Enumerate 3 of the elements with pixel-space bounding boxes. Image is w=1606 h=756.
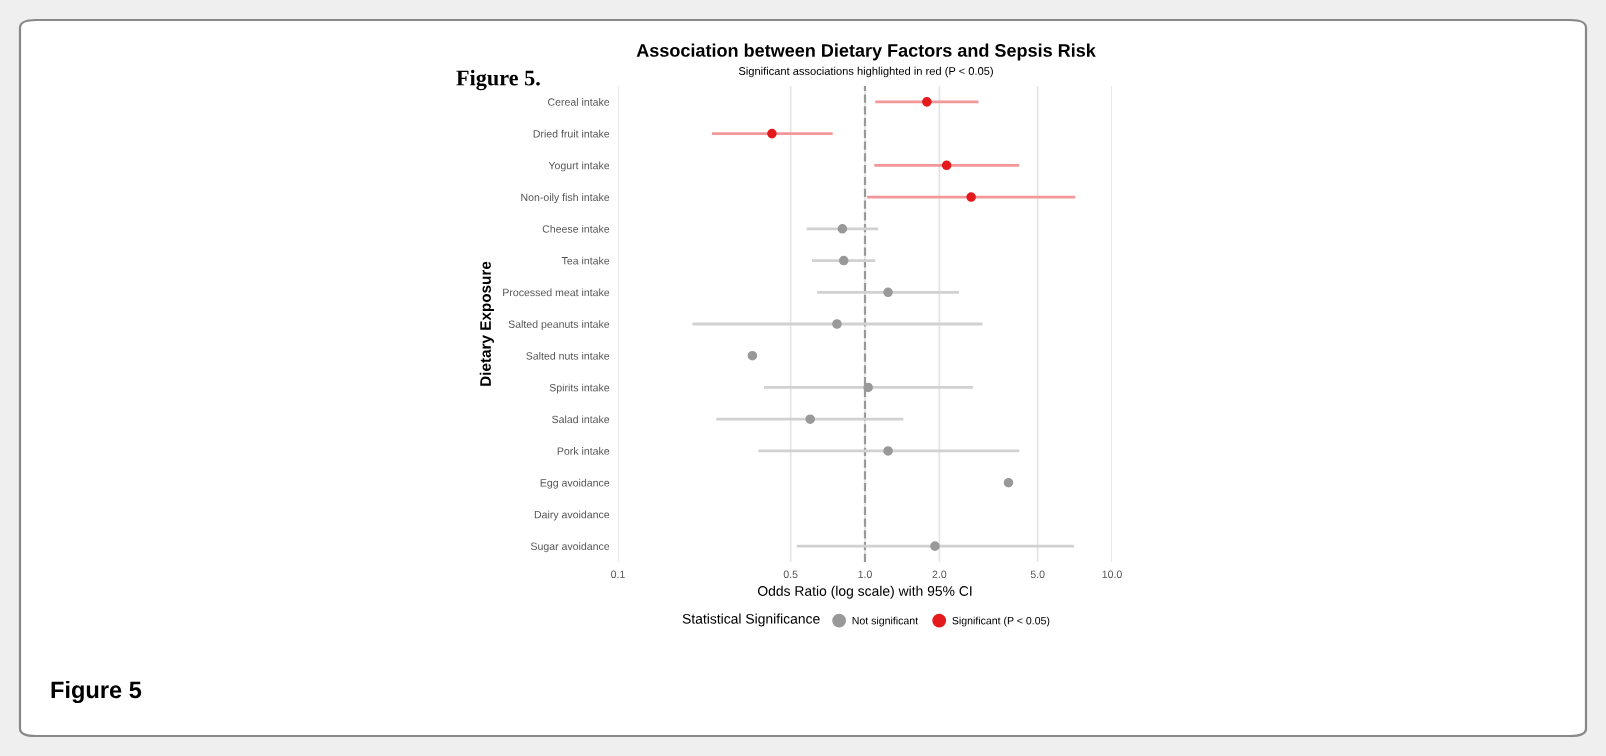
caption: Figure 5. <box>456 69 540 91</box>
chart-title: Association between Dietary Factors and Sepsis Risk <box>636 43 1096 61</box>
caption: Figure 5 <box>51 680 142 704</box>
